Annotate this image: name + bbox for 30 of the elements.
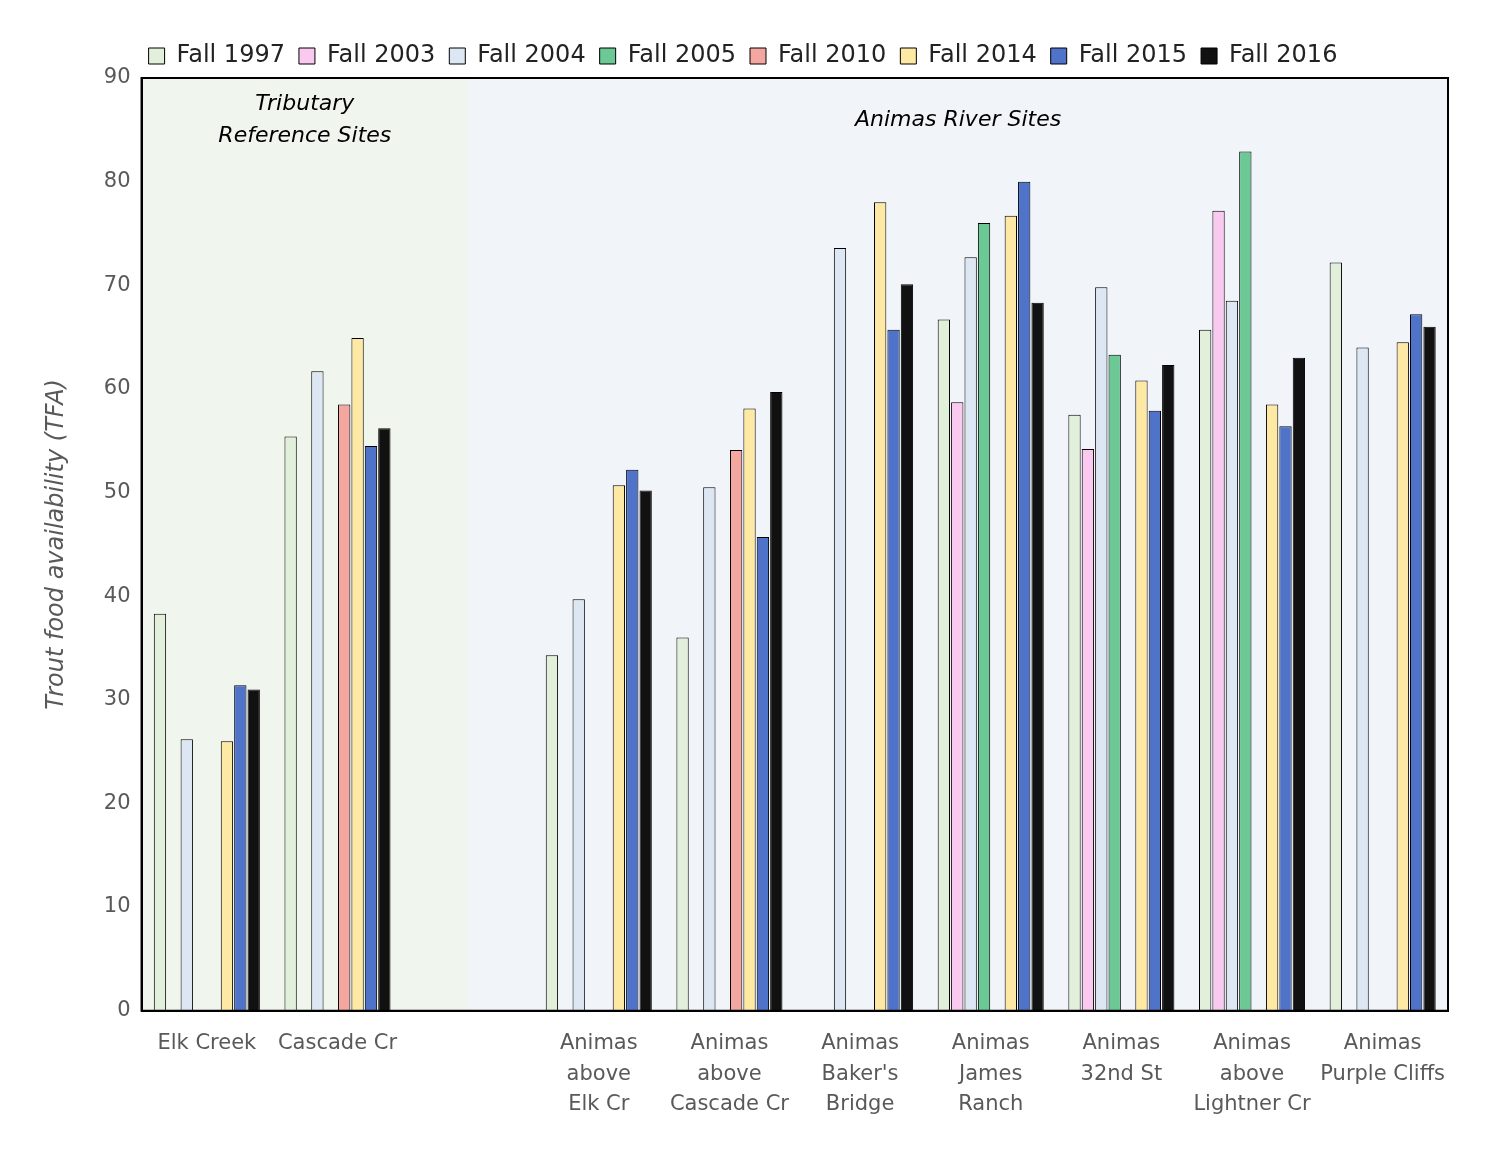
x-tick-label: Animas above Cascade Cr xyxy=(669,1030,790,1116)
x-tick-label: Elk Creek xyxy=(157,1030,258,1055)
legend-label: Fall 2003 xyxy=(326,40,436,69)
y-tick-label: 90 xyxy=(103,64,131,89)
y-tick-label: 30 xyxy=(103,686,131,711)
legend-label: Fall 2004 xyxy=(477,40,586,69)
y-tick-label: 70 xyxy=(103,271,131,296)
legend-label: Fall 2005 xyxy=(627,40,737,69)
x-tick-label: Animas 32nd St xyxy=(1080,1030,1163,1085)
x-tick-label: Animas Baker's Bridge xyxy=(821,1030,899,1116)
y-tick-label: 40 xyxy=(103,582,131,607)
legend-label: Fall 2014 xyxy=(928,40,1037,69)
legend-label: Fall 2016 xyxy=(1229,40,1338,69)
annotation: Tributary Reference Sites xyxy=(218,89,392,147)
y-axis-title: Trout food availability (TFA) xyxy=(40,379,69,710)
x-tick-label: Animas James Ranch xyxy=(951,1030,1030,1116)
legend-label: Fall 2010 xyxy=(778,40,887,69)
y-tick-label: 60 xyxy=(103,375,131,400)
legend-label: Fall 2015 xyxy=(1078,40,1188,69)
y-tick-label: 80 xyxy=(103,168,131,193)
x-tick-label: Animas above Lightner Cr xyxy=(1193,1030,1312,1116)
legend-label: Fall 1997 xyxy=(176,40,285,69)
y-tick-label: 10 xyxy=(103,893,131,918)
y-tick-label: 0 xyxy=(117,997,131,1022)
y-tick-label: 20 xyxy=(103,789,131,814)
annotation: Animas River Sites xyxy=(852,105,1062,131)
x-tick-label: Animas Purple Cliffs xyxy=(1320,1030,1446,1085)
x-tick-label: Animas above Elk Cr xyxy=(559,1030,638,1116)
y-tick-label: 50 xyxy=(103,478,131,503)
x-tick-label: Cascade Cr xyxy=(277,1030,398,1055)
